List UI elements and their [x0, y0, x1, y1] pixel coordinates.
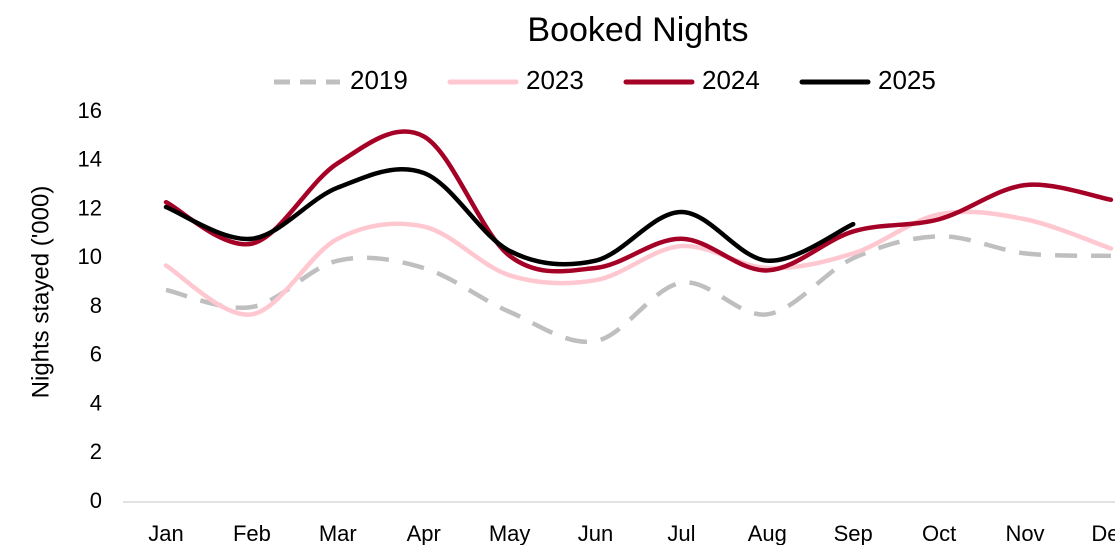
x-tick-label: Jul: [667, 521, 695, 545]
x-tick-label: Nov: [1005, 521, 1044, 545]
y-tick-label: 6: [90, 342, 102, 367]
y-tick-label: 0: [90, 488, 102, 513]
x-tick-label: Jun: [578, 521, 613, 545]
chart-title: Booked Nights: [527, 11, 748, 49]
x-tick-label: May: [489, 521, 531, 545]
y-tick-label: 4: [90, 390, 102, 415]
x-tick-label: Feb: [233, 521, 271, 545]
y-tick-label: 2: [90, 439, 102, 464]
x-tick-label: Jan: [148, 521, 183, 545]
y-tick-label: 14: [78, 147, 102, 172]
y-tick-label: 10: [78, 244, 102, 269]
x-tick-label: Oct: [922, 521, 956, 545]
x-tick-label: Mar: [319, 521, 357, 545]
legend-label: 2019: [350, 65, 408, 95]
y-tick-label: 12: [78, 195, 102, 220]
series-line: [163, 209, 1114, 317]
x-tick-label: Sep: [834, 521, 873, 545]
y-axis-title: Nights stayed ('000): [27, 186, 54, 399]
legend-label: 2025: [878, 65, 936, 95]
series-line: [165, 234, 1111, 345]
x-tick-label: Dec: [1091, 521, 1115, 545]
x-tick-label: Apr: [407, 521, 441, 545]
series-line: [163, 129, 1114, 274]
legend-label: 2024: [702, 65, 760, 95]
legend-label: 2023: [526, 65, 584, 95]
x-tick-label: Aug: [748, 521, 787, 545]
y-tick-label: 8: [90, 293, 102, 318]
y-tick-label: 16: [78, 98, 102, 123]
series-line: [163, 167, 856, 267]
